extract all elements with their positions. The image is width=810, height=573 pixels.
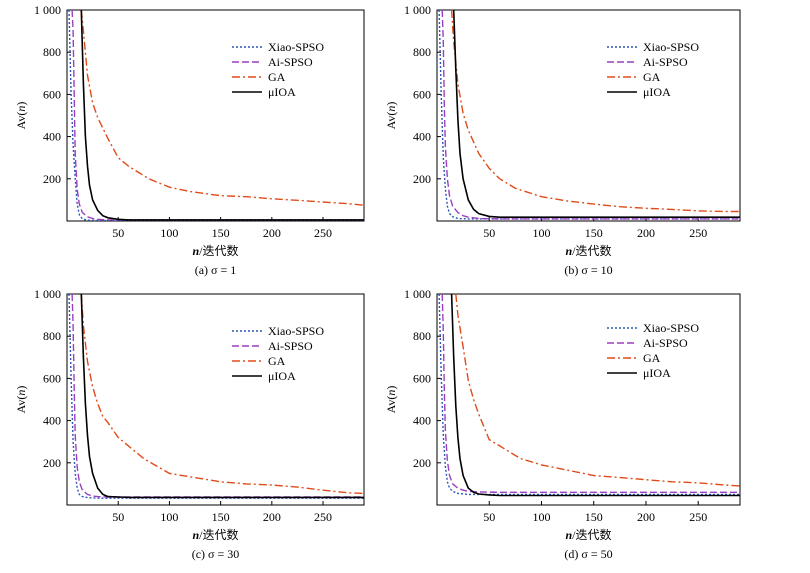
x-tick-label: 150 [212,510,230,524]
y-tick-label: 800 [43,45,61,59]
y-axis-label: Av(n) [14,102,28,130]
chart-panel-3: 200 400 600 800 1 000 50 100 150 200 250 Av(n) n/迭代… [14,287,365,561]
x-tick-label: 100 [160,510,178,524]
x-tick-label: 100 [160,226,178,240]
panel-caption: (c) σ = 30 [192,547,240,561]
series-line-ai-spso [71,9,364,221]
y-tick-label: 800 [413,45,431,59]
x-tick-label: 100 [532,226,550,240]
plot-frame [436,9,741,222]
legend-label: Xiao-SPSO [268,40,324,54]
y-tick-label: 1 000 [34,287,61,301]
x-tick-label: 150 [212,226,230,240]
series-line-ai-spso [71,293,364,498]
y-tick-label: 400 [413,130,431,144]
x-axis-label: n/迭代数 [192,243,238,258]
x-tick-label: 200 [637,510,655,524]
legend-label: Ai-SPSO [268,339,313,353]
y-tick-label: 600 [413,87,431,101]
legend-label: GA [643,351,661,365]
series-line-ga [80,293,364,495]
x-tick-label: 250 [689,510,707,524]
x-tick-label: 50 [112,226,124,240]
legend-label: Xiao-SPSO [643,321,699,335]
series-line-ai-spso [441,9,740,220]
legend-label: Ai-SPSO [643,55,688,69]
y-tick-label: 1 000 [34,3,61,17]
chart-panel-1: 200 400 600 800 1 000 50 100 150 200 250 Av(n) n/迭代… [14,3,365,277]
panel-caption: (a) σ = 1 [195,263,237,277]
legend-label: μIOA [643,366,671,380]
legend-label: Ai-SPSO [268,55,313,69]
plot-frame [66,9,365,222]
plot-frame [436,293,741,506]
y-tick-label: 1 000 [404,287,431,301]
series-line-μioa [80,293,364,499]
y-tick-label: 800 [43,329,61,343]
legend-label: Ai-SPSO [643,336,688,350]
x-tick-label: 200 [637,226,655,240]
y-tick-label: 200 [413,172,431,186]
series-line-ga [450,9,740,213]
x-tick-label: 50 [483,510,495,524]
series-line-ga [80,9,364,206]
x-axis-label: n/迭代数 [192,527,238,542]
y-tick-label: 400 [413,414,431,428]
x-tick-label: 200 [263,510,281,524]
series-line-μioa [452,9,740,218]
legend-label: μIOA [268,85,296,99]
x-tick-label: 50 [483,226,495,240]
x-tick-label: 100 [532,510,550,524]
series-line-ai-spso [441,293,740,493]
legend-label: μIOA [268,369,296,383]
series-line-xiao-spso [68,9,364,221]
legend-label: GA [268,354,286,368]
y-axis-label: Av(n) [384,386,398,414]
x-tick-label: 250 [314,510,332,524]
x-tick-label: 250 [689,226,707,240]
y-tick-label: 400 [43,130,61,144]
x-tick-label: 250 [314,226,332,240]
y-tick-label: 1 000 [404,3,431,17]
panel-caption: (b) σ = 10 [564,263,612,277]
y-tick-label: 200 [43,172,61,186]
legend-label: GA [643,70,661,84]
legend-label: Xiao-SPSO [643,40,699,54]
y-axis-label: Av(n) [14,386,28,414]
x-tick-label: 150 [585,226,603,240]
x-axis-label: n/迭代数 [565,527,611,542]
series-line-μioa [450,293,740,497]
y-tick-label: 200 [43,456,61,470]
plot-frame [66,293,365,506]
series-line-xiao-spso [438,9,740,220]
y-tick-label: 800 [413,329,431,343]
x-tick-label: 150 [585,510,603,524]
y-tick-label: 600 [43,371,61,385]
chart-panel-4: 200 400 600 800 1 000 50 100 150 200 250 Av(n) n/迭代… [384,287,741,561]
legend-label: Xiao-SPSO [268,324,324,338]
x-tick-label: 200 [263,226,281,240]
series-line-ga [455,293,740,487]
y-tick-label: 200 [413,456,431,470]
legend-label: GA [268,70,286,84]
series-line-xiao-spso [68,293,364,499]
legend-label: μIOA [643,85,671,99]
panel-caption: (d) σ = 50 [564,547,612,561]
x-tick-label: 50 [112,510,124,524]
y-tick-label: 600 [43,87,61,101]
chart-panel-2: 200 400 600 800 1 000 50 100 150 200 250 Av(n) n/迭代… [384,3,741,277]
series-line-μioa [80,9,364,221]
y-axis-label: Av(n) [384,102,398,130]
x-axis-label: n/迭代数 [565,243,611,258]
y-tick-label: 400 [43,414,61,428]
y-tick-label: 600 [413,371,431,385]
